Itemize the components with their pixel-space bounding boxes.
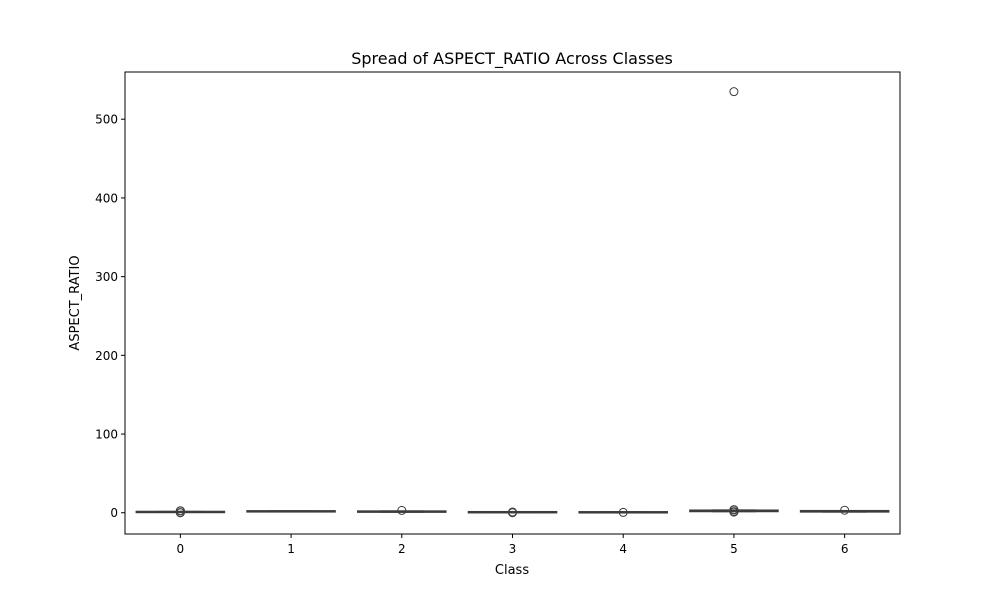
outlier-point — [397, 505, 407, 515]
x-tick-label: 4 — [619, 542, 627, 556]
x-tick-label: 0 — [177, 542, 185, 556]
chart-title: Spread of ASPECT_RATIO Across Classes — [351, 49, 673, 69]
outlier-point — [840, 505, 850, 515]
plot-area: 0 100 200 300 400 500 0 1 2 3 4 5 6 — [95, 87, 890, 556]
outlier-point — [729, 87, 739, 97]
y-tick-label: 100 — [95, 428, 118, 442]
x-tick-label: 2 — [398, 542, 406, 556]
x-tick-label: 3 — [509, 542, 517, 556]
x-axis-label: Class — [495, 563, 529, 578]
outlier-point — [618, 507, 628, 517]
y-tick-label: 0 — [110, 506, 118, 520]
y-tick-label: 500 — [95, 113, 118, 127]
outlier-point — [508, 507, 517, 517]
y-tick-label: 300 — [95, 270, 118, 284]
x-tick-label: 1 — [287, 542, 295, 556]
x-tick-label: 5 — [730, 542, 738, 556]
plot-frame — [124, 71, 901, 535]
outlier-point — [729, 505, 739, 515]
x-tick-label: 6 — [841, 542, 849, 556]
outlier-point — [175, 506, 185, 516]
y-axis-label: ASPECT_RATIO — [68, 255, 83, 350]
y-tick-label: 200 — [95, 349, 118, 363]
y-tick-label: 400 — [95, 191, 118, 205]
